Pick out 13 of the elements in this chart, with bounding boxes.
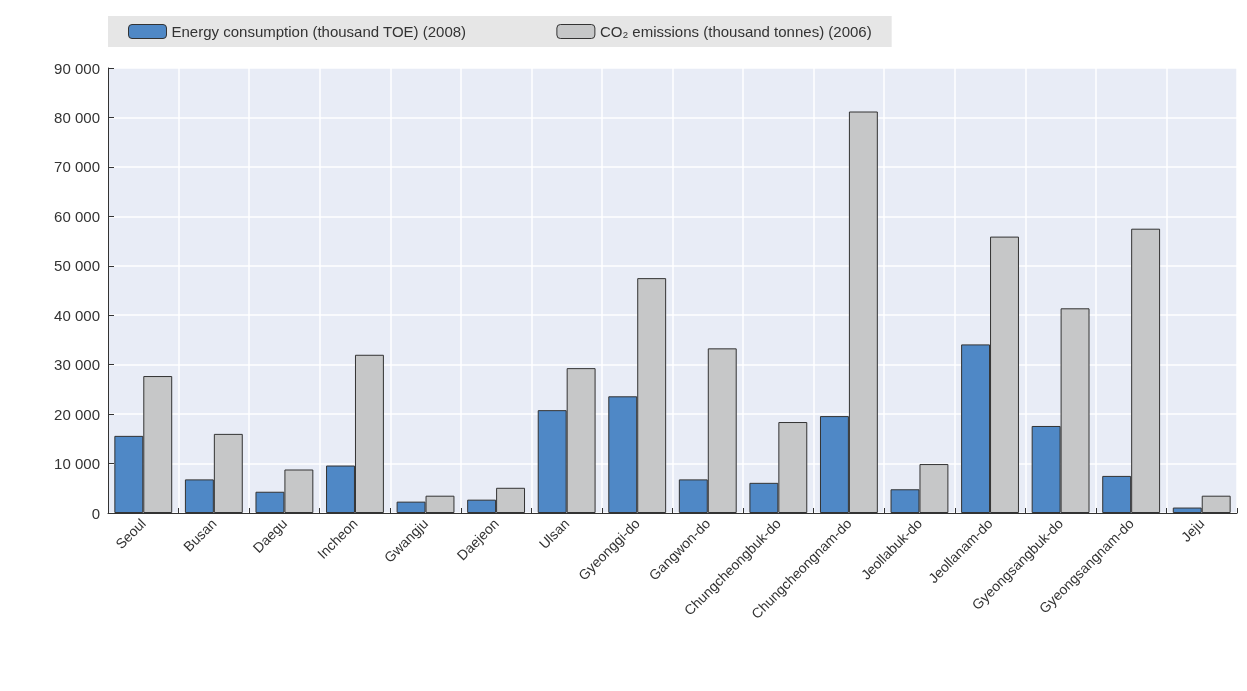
y-tick-label: 60 000	[54, 207, 100, 225]
y-tick-label: 90 000	[54, 59, 100, 77]
y-tick-label: 40 000	[54, 306, 100, 324]
legend-label: CO₂ emissions (thousand tonnes) (2006)	[599, 23, 872, 40]
y-tick-label: 70 000	[54, 158, 100, 176]
x-tick-label: Jeju	[1177, 515, 1208, 545]
y-tick-label: 50 000	[54, 257, 100, 275]
y-tick-label: 80 000	[54, 108, 100, 126]
y-tick-label: 30 000	[54, 356, 100, 374]
y-tick-label: 0	[91, 504, 100, 522]
y-tick-label: 20 000	[54, 405, 100, 423]
legend-label: Energy consumption (thousand TOE) (2008)	[171, 23, 467, 40]
y-tick-label: 10 000	[54, 455, 100, 473]
